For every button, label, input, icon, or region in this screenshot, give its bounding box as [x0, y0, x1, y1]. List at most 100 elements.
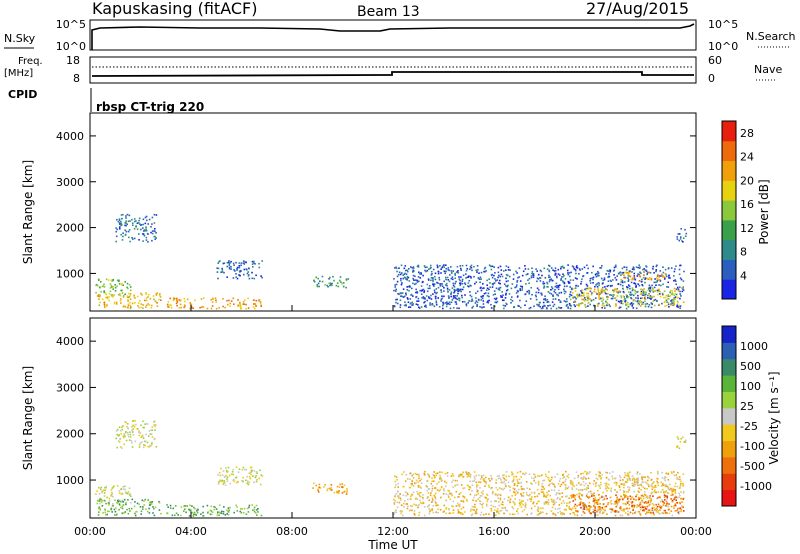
- echo-cell: [529, 498, 531, 500]
- echo-cell: [226, 265, 229, 268]
- echo-cell: [121, 284, 123, 286]
- echo-cell: [420, 495, 422, 498]
- echo-cell: [433, 285, 435, 287]
- echo-cell: [109, 290, 112, 293]
- echo-cell: [450, 492, 453, 495]
- echo-cell: [653, 481, 655, 483]
- echo-cell: [625, 480, 627, 483]
- echo-cell: [450, 277, 453, 280]
- echo-cell: [530, 498, 533, 500]
- power-ylabel: Slant Range [km]: [21, 160, 35, 264]
- echo-cell: [672, 488, 674, 490]
- echo-cell: [539, 277, 542, 279]
- echo-cell: [223, 262, 226, 264]
- echo-cell: [527, 495, 530, 497]
- echo-cell: [489, 282, 491, 284]
- echo-cell: [213, 508, 216, 511]
- echo-cell: [440, 496, 442, 499]
- echo-cell: [626, 479, 629, 481]
- echo-cell: [342, 282, 345, 284]
- echo-cell: [509, 513, 511, 515]
- echo-cell: [655, 508, 658, 511]
- echo-cell: [142, 223, 144, 226]
- echo-cell: [177, 514, 179, 516]
- echo-cell: [679, 277, 682, 279]
- colorbar-segment: [722, 160, 736, 181]
- echo-cell: [494, 494, 497, 496]
- echo-cell: [490, 268, 493, 271]
- echo-cell: [429, 264, 432, 267]
- echo-cell: [119, 438, 121, 440]
- echo-cell: [605, 288, 607, 290]
- echo-cell: [673, 471, 675, 473]
- echo-cell: [117, 220, 120, 223]
- echo-cell: [565, 305, 568, 307]
- echo-cell: [430, 298, 433, 300]
- echo-cell: [557, 512, 559, 514]
- echo-cell: [121, 426, 123, 428]
- echo-cell: [682, 288, 684, 290]
- echo-cell: [467, 276, 469, 278]
- echo-cell: [553, 489, 556, 492]
- echo-cell: [530, 512, 533, 514]
- echo-cell: [188, 508, 190, 511]
- echo-cell: [639, 497, 641, 499]
- echo-cell: [482, 492, 484, 495]
- echo-cell: [410, 302, 412, 304]
- echo-cell: [474, 478, 476, 480]
- echo-cell: [614, 514, 617, 517]
- echo-cell: [427, 488, 430, 490]
- echo-cell: [238, 262, 241, 264]
- echo-cell: [680, 483, 682, 485]
- echo-cell: [412, 473, 415, 476]
- echo-cell: [637, 297, 639, 299]
- colorbar-segment: [722, 219, 736, 241]
- echo-cell: [493, 500, 496, 502]
- echo-cell: [652, 289, 654, 291]
- echo-cell: [595, 482, 597, 484]
- echo-cell: [553, 270, 556, 272]
- echo-cell: [431, 304, 434, 306]
- echo-cell: [408, 486, 411, 489]
- echo-cell: [494, 272, 496, 274]
- echo-cell: [461, 288, 464, 291]
- echo-cell: [95, 291, 97, 294]
- echo-cell: [110, 489, 113, 491]
- echo-cell: [219, 474, 222, 477]
- y-tick-label: 2000: [56, 428, 84, 441]
- echo-cell: [511, 472, 514, 475]
- echo-cell: [505, 475, 508, 478]
- echo-cell: [541, 482, 544, 485]
- echo-cell: [486, 498, 489, 501]
- echo-cell: [488, 478, 490, 480]
- echo-cell: [663, 509, 665, 512]
- echo-cell: [677, 297, 679, 299]
- echo-cell: [584, 298, 587, 301]
- y-tick-label: 2000: [56, 222, 84, 235]
- echo-cell: [661, 488, 664, 491]
- echo-cell: [230, 260, 232, 263]
- echo-cell: [432, 283, 435, 285]
- echo-cell: [555, 307, 558, 310]
- echo-cell: [547, 286, 549, 288]
- echo-cell: [487, 302, 490, 304]
- echo-cell: [473, 509, 476, 511]
- echo-cell: [578, 504, 580, 506]
- echo-cell: [495, 486, 497, 489]
- echo-cell: [255, 512, 257, 514]
- echo-cell: [129, 298, 132, 300]
- echo-cell: [489, 480, 491, 482]
- echo-cell: [550, 498, 553, 501]
- echo-cell: [125, 222, 127, 224]
- echo-cell: [534, 496, 536, 498]
- echo-cell: [682, 490, 685, 493]
- echo-cell: [395, 492, 398, 495]
- echo-cell: [449, 303, 451, 306]
- echo-cell: [531, 293, 533, 296]
- echo-cell: [651, 296, 654, 299]
- echo-cell: [145, 304, 148, 307]
- colorbar-segment: [722, 259, 736, 280]
- echo-cell: [411, 483, 414, 486]
- echo-cell: [465, 264, 468, 267]
- echo-cell: [671, 514, 674, 517]
